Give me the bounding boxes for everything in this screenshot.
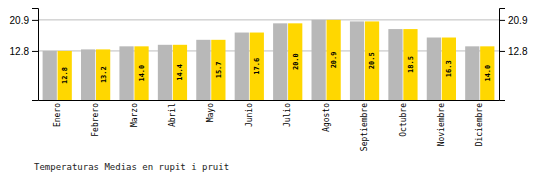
tick-label: 20.9	[508, 15, 528, 26]
bar	[288, 23, 302, 100]
data-label: 14.4	[176, 64, 184, 81]
tick: Junio	[245, 100, 254, 127]
tick-label: Julio	[283, 103, 292, 127]
tick: Julio	[283, 100, 292, 127]
tick-line	[32, 51, 38, 52]
data-label: 13.2	[100, 66, 108, 83]
bar	[465, 46, 479, 100]
bar	[173, 45, 187, 100]
tick: 20.9	[499, 15, 528, 26]
tick: 20.9	[10, 15, 38, 26]
bar	[119, 46, 133, 100]
y2-axis: 12.8 20.9	[499, 9, 528, 101]
bar	[196, 40, 210, 100]
title: Temperaturas Medias en rupit i pruit	[34, 162, 229, 172]
tick: Marzo	[130, 100, 139, 127]
bar-series	[58, 20, 495, 100]
axis-line	[39, 100, 500, 101]
tick: 12.8	[499, 46, 528, 57]
tick-label: Mayo	[206, 103, 215, 122]
tick: Diciembre	[475, 100, 484, 146]
tick-label: Febrero	[91, 103, 100, 137]
tick-label: Marzo	[130, 103, 139, 127]
bar	[158, 45, 172, 100]
tick: Mayo	[206, 100, 215, 122]
plot-area	[43, 20, 495, 100]
tick-line	[499, 20, 505, 21]
bar	[365, 21, 379, 100]
tick: Agosto	[322, 100, 331, 132]
data-label: 17.6	[253, 58, 261, 75]
axis-line	[32, 9, 39, 101]
tick: Febrero	[91, 100, 100, 137]
tick: Octubre	[399, 100, 408, 137]
grid-line	[38, 19, 499, 20]
bar	[480, 46, 494, 100]
tick-label: Septiembre	[360, 103, 369, 151]
tick: Abril	[168, 100, 177, 127]
bar	[250, 33, 264, 100]
bar	[58, 51, 72, 100]
tick-label: 20.9	[10, 15, 30, 26]
tick: Septiembre	[360, 100, 369, 151]
data-label: 20.0	[292, 53, 300, 70]
bar	[427, 38, 441, 100]
tick-label: Octubre	[399, 103, 408, 137]
bar	[403, 29, 417, 100]
bar	[43, 51, 57, 100]
tick-label: Enero	[53, 103, 62, 127]
x-axis: Enero Febrero Marzo Abril Mayo Junio Julio Agos…	[39, 100, 500, 151]
tick-line	[32, 20, 38, 21]
tick-label: 12.8	[508, 46, 528, 57]
tick-label: 12.8	[10, 46, 30, 57]
data-label: 20.9	[330, 52, 338, 69]
bar	[442, 38, 456, 100]
tick-line	[499, 51, 505, 52]
tick-label: Abril	[168, 103, 177, 127]
y-axis: 12.8 20.9	[10, 9, 39, 101]
tick-label: Agosto	[322, 103, 331, 132]
tick-label: Noviembre	[437, 103, 446, 147]
bar	[388, 29, 402, 100]
bar	[326, 20, 340, 100]
data-label: 12.8	[61, 67, 69, 84]
bar	[211, 40, 225, 100]
bar	[81, 49, 95, 100]
tick-label: Diciembre	[475, 103, 484, 147]
data-label: 20.5	[368, 52, 376, 69]
bar	[273, 23, 287, 100]
bar	[312, 20, 326, 100]
data-labels: 12.8 13.2 14.0 14.4 15.7 17.6 20.0 20.9 20.5 18.5…	[61, 52, 492, 84]
data-label: 18.5	[407, 56, 415, 73]
tick-label: Junio	[245, 103, 254, 127]
bar	[235, 33, 249, 100]
data-label: 14.0	[484, 65, 492, 82]
chart-svg: 12.8 13.2 14.0 14.4 15.7 17.6 20.0 20.9 20.5 18.5…	[0, 0, 537, 174]
bar	[350, 21, 364, 100]
data-label: 16.3	[445, 60, 453, 77]
data-label: 14.0	[138, 65, 146, 82]
bar-series	[43, 20, 480, 100]
chart-container: 12.8 13.2 14.0 14.4 15.7 17.6 20.0 20.9 20.5 18.5…	[0, 0, 537, 174]
tick: 12.8	[10, 46, 38, 57]
axis-line	[500, 9, 506, 101]
tick: Noviembre	[437, 100, 446, 146]
data-label: 15.7	[215, 61, 223, 78]
bar	[134, 46, 148, 100]
tick: Enero	[53, 100, 62, 127]
bar	[96, 49, 110, 100]
